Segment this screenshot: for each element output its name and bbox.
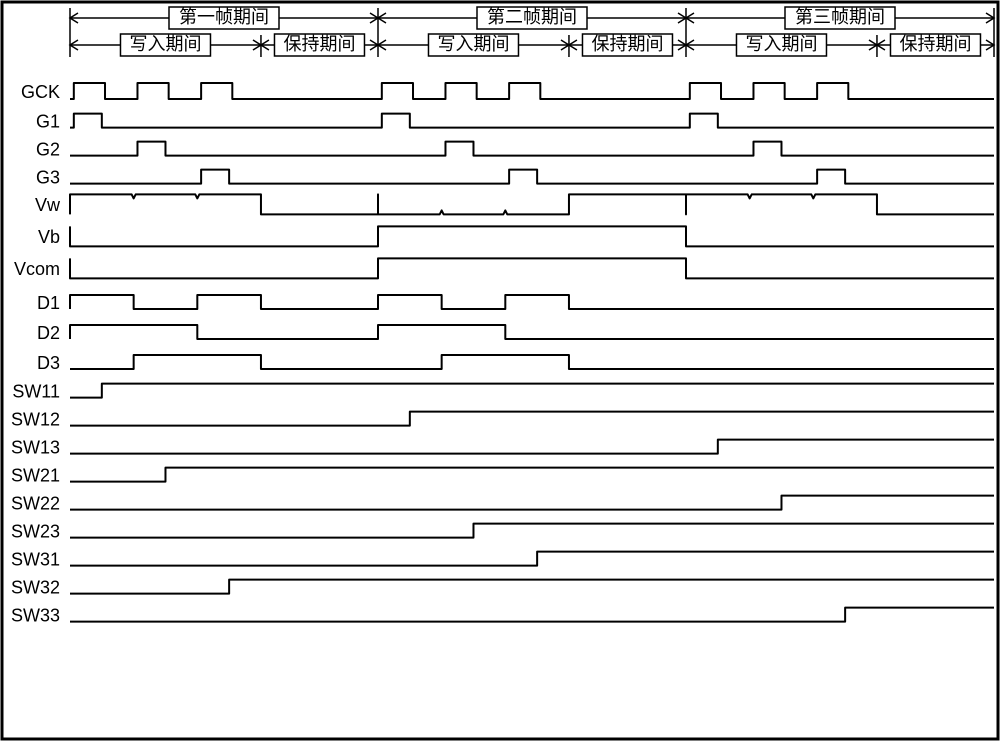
wave-D2 xyxy=(70,325,994,339)
label-Vb: Vb xyxy=(38,227,60,247)
wave-G3 xyxy=(70,170,994,184)
frame-period-label: 第二帧期间 xyxy=(487,7,577,27)
label-SW32: SW32 xyxy=(11,577,60,597)
label-SW31: SW31 xyxy=(11,549,60,569)
wave-SW11 xyxy=(70,384,994,398)
label-SW11: SW11 xyxy=(12,381,60,401)
wave-SW32 xyxy=(70,580,994,594)
hold-period-label: 保持期间 xyxy=(591,34,663,54)
write-period-label: 写入期间 xyxy=(129,34,201,54)
wave-SW13 xyxy=(70,440,994,454)
wave-SW12 xyxy=(70,412,994,426)
hold-period-label: 保持期间 xyxy=(283,34,355,54)
label-Vcom: Vcom xyxy=(14,259,60,279)
label-SW22: SW22 xyxy=(11,493,60,513)
wave-D3 xyxy=(70,355,994,369)
outer-border xyxy=(2,2,998,739)
label-G1: G1 xyxy=(36,111,60,131)
label-D2: D2 xyxy=(37,323,60,343)
timing-diagram: 第一帧期间 第二帧期间 第三帧期间写入期间 保持期间 写入期间 保持期间 写入期间 保持期间 G… xyxy=(0,0,1000,741)
label-GCK: GCK xyxy=(21,82,60,102)
wave-SW21 xyxy=(70,468,994,482)
wave-SW22 xyxy=(70,496,994,510)
wave-G2 xyxy=(70,142,994,156)
label-SW21: SW21 xyxy=(11,465,60,485)
label-D3: D3 xyxy=(37,353,60,373)
label-SW23: SW23 xyxy=(11,521,60,541)
frame-period-label: 第一帧期间 xyxy=(179,7,269,27)
wave-GCK xyxy=(70,83,994,99)
label-G2: G2 xyxy=(36,139,60,159)
label-Vw: Vw xyxy=(35,195,61,215)
frame-period-label: 第三帧期间 xyxy=(795,7,885,27)
wave-SW23 xyxy=(70,524,994,538)
wave-Vw xyxy=(70,194,994,214)
label-D1: D1 xyxy=(37,293,60,313)
label-SW33: SW33 xyxy=(11,605,60,625)
wave-G1 xyxy=(70,114,994,128)
label-SW13: SW13 xyxy=(11,437,60,457)
wave-Vcom xyxy=(70,258,994,278)
write-period-label: 写入期间 xyxy=(437,34,509,54)
wave-D1 xyxy=(70,295,994,309)
label-G3: G3 xyxy=(36,167,60,187)
wave-Vb xyxy=(70,226,994,246)
label-SW12: SW12 xyxy=(11,409,60,429)
hold-period-label: 保持期间 xyxy=(899,34,971,54)
wave-SW33 xyxy=(70,608,994,622)
write-period-label: 写入期间 xyxy=(745,34,817,54)
wave-SW31 xyxy=(70,552,994,566)
